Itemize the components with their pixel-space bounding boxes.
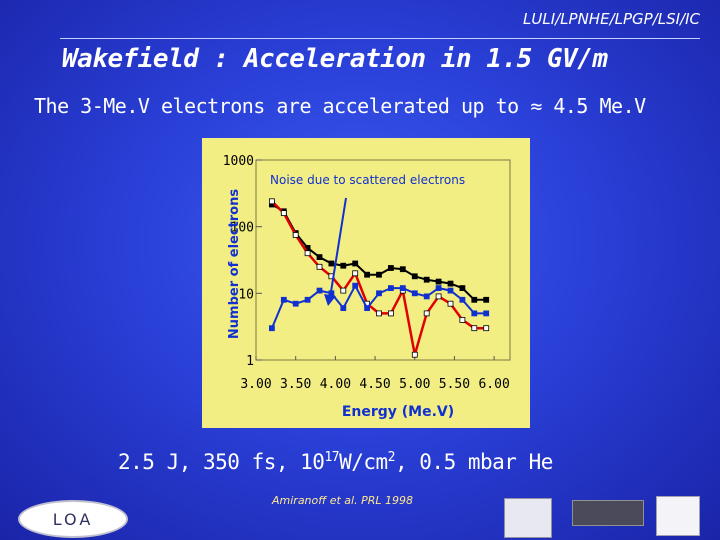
data-point-blue <box>376 290 382 297</box>
experiment-conditions: 2.5 J, 350 fs, 1017W/cm2, 0.5 mbar He <box>118 450 553 474</box>
data-point-blue <box>280 296 287 303</box>
data-point-black <box>340 262 347 269</box>
data-point-black <box>399 266 406 273</box>
data-point-black <box>447 280 454 287</box>
annotation-arrow-shaft <box>329 197 347 299</box>
data-point-red <box>352 270 359 277</box>
data-point-red <box>435 293 442 300</box>
data-point-blue <box>364 305 371 312</box>
data-point-red <box>423 310 430 317</box>
x-tick-label: 4.50 <box>359 377 390 392</box>
cnrs-logo <box>656 496 700 536</box>
chart-background <box>202 138 530 428</box>
data-point-blue <box>387 285 394 292</box>
spectrum-chart: 3.00 3.50 4.00 4.50 5.00 5.50 6.00 1 10 100 1000 N… <box>202 138 530 428</box>
data-point-black <box>471 296 478 303</box>
data-point-blue <box>483 310 490 317</box>
data-point-red <box>471 325 478 332</box>
loa-logo: LOA <box>18 500 128 538</box>
data-point-black <box>387 265 394 271</box>
x-tick-label: 6.00 <box>478 377 509 392</box>
chart-annotation: Noise due to scattered electrons <box>270 173 465 187</box>
data-point-black <box>423 276 430 283</box>
data-point-red <box>483 325 490 332</box>
data-point-blue <box>304 296 311 303</box>
x-tick-label: 5.00 <box>399 377 430 392</box>
data-point-red <box>376 310 382 317</box>
ensta-logo <box>504 498 552 538</box>
data-point-red <box>316 263 323 270</box>
data-point-red <box>292 232 299 238</box>
data-point-red <box>459 316 466 323</box>
data-point-red <box>387 310 394 317</box>
data-point-red <box>304 250 311 257</box>
data-point-blue <box>411 290 418 297</box>
data-point-black <box>316 254 323 260</box>
data-point-black <box>328 260 335 267</box>
data-point-black <box>376 271 382 278</box>
data-point-blue <box>269 325 275 332</box>
data-point-black <box>411 273 418 280</box>
y-tick-label: 1000 <box>223 154 254 169</box>
x-tick-label: 4.00 <box>320 377 351 392</box>
data-point-blue <box>352 282 359 289</box>
data-point-blue <box>423 293 430 300</box>
polytechnique-logo <box>572 500 644 526</box>
annotation-arrow-head <box>324 294 336 306</box>
plot-frame <box>255 159 511 361</box>
data-point-blue <box>471 310 478 317</box>
data-point-blue <box>399 285 406 292</box>
x-tick-label: 3.50 <box>280 377 311 392</box>
data-point-blue <box>447 287 454 294</box>
slide-title: Wakefield : Acceleration in 1.5 GV/m <box>62 44 608 74</box>
data-point-red <box>447 300 454 307</box>
data-point-red <box>269 198 275 205</box>
data-point-black <box>483 296 490 303</box>
x-tick-label: 3.00 <box>240 377 271 392</box>
data-point-red <box>340 287 347 294</box>
y-axis-label: Number of electrons <box>227 189 242 339</box>
data-point-blue <box>459 296 466 303</box>
y-tick-label: 1 <box>246 354 254 369</box>
data-point-black <box>459 285 466 292</box>
y-tick-label: 100 <box>231 221 254 236</box>
x-tick-label: 5.50 <box>439 377 470 392</box>
header-org: LULI/LPNHE/LPGP/LSI/IC <box>523 10 700 28</box>
y-tick-label: 10 <box>238 287 254 302</box>
data-point-black <box>435 278 442 285</box>
data-point-blue <box>316 287 323 294</box>
data-point-black <box>352 260 359 267</box>
citation: Amiranoff et al. PRL 1998 <box>272 494 413 507</box>
data-point-black <box>364 271 371 278</box>
data-point-blue <box>435 285 442 292</box>
data-point-red <box>280 210 287 216</box>
x-axis-label: Energy (Me.V) <box>342 404 454 420</box>
data-point-blue <box>292 300 299 307</box>
data-point-red <box>411 351 418 358</box>
header-divider <box>60 38 700 39</box>
data-point-blue <box>340 305 347 312</box>
slide-subtitle: The 3-Me.V electrons are accelerated up … <box>34 94 646 118</box>
